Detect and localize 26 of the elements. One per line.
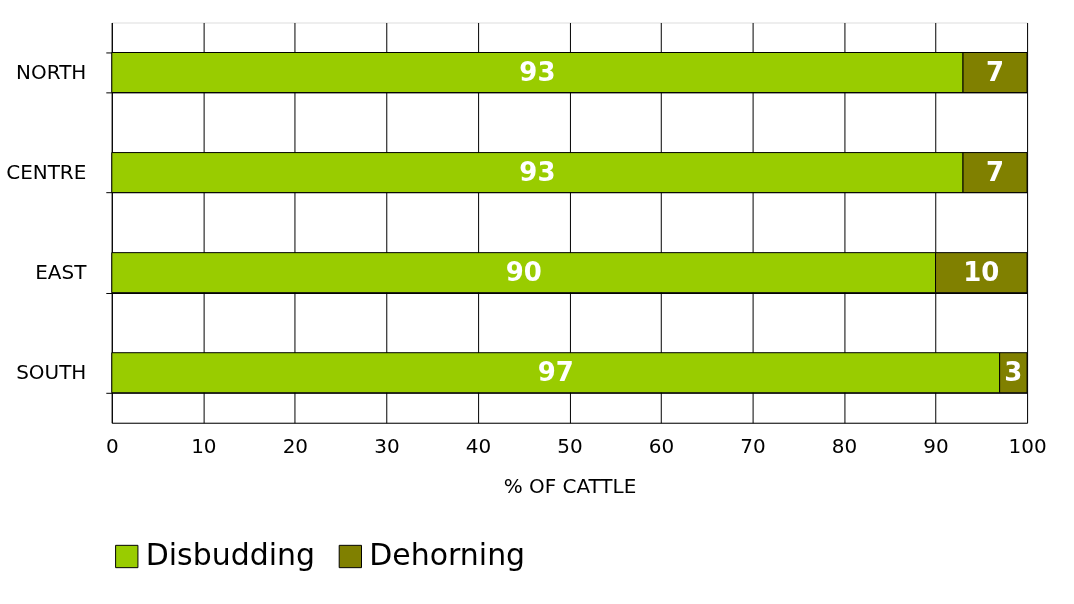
data-label: 97 <box>537 356 574 387</box>
x-tick-label: 40 <box>465 434 492 459</box>
y-tick-label: SOUTH <box>16 360 87 385</box>
x-tick-label: 30 <box>374 434 400 459</box>
y-tick-label: CENTRE <box>6 160 87 185</box>
y-tick-label: EAST <box>35 260 88 285</box>
x-tick-label: 70 <box>740 434 766 459</box>
x-tick-label: 100 <box>1008 434 1047 459</box>
x-tick-label: 0 <box>105 434 119 459</box>
data-label: 7 <box>986 56 1005 87</box>
data-label: 7 <box>986 156 1005 187</box>
y-tick-label: NORTH <box>16 60 87 85</box>
data-label: 93 <box>519 156 556 187</box>
data-label: 90 <box>505 256 542 287</box>
data-label: 10 <box>963 256 1000 287</box>
x-tick-label: 80 <box>831 434 858 459</box>
data-label: 3 <box>1004 356 1023 387</box>
x-tick-label: 90 <box>923 434 949 459</box>
x-tick-label: 50 <box>557 434 583 459</box>
legend-label: Disbudding <box>145 537 315 573</box>
x-axis-title: % OF CATTLE <box>503 474 637 499</box>
legend-label: Dehorning <box>369 537 526 573</box>
x-tick-label: 10 <box>191 434 217 459</box>
x-tick-label: 60 <box>648 434 675 459</box>
x-tick-label: 20 <box>282 434 309 459</box>
data-label: 93 <box>519 56 556 87</box>
